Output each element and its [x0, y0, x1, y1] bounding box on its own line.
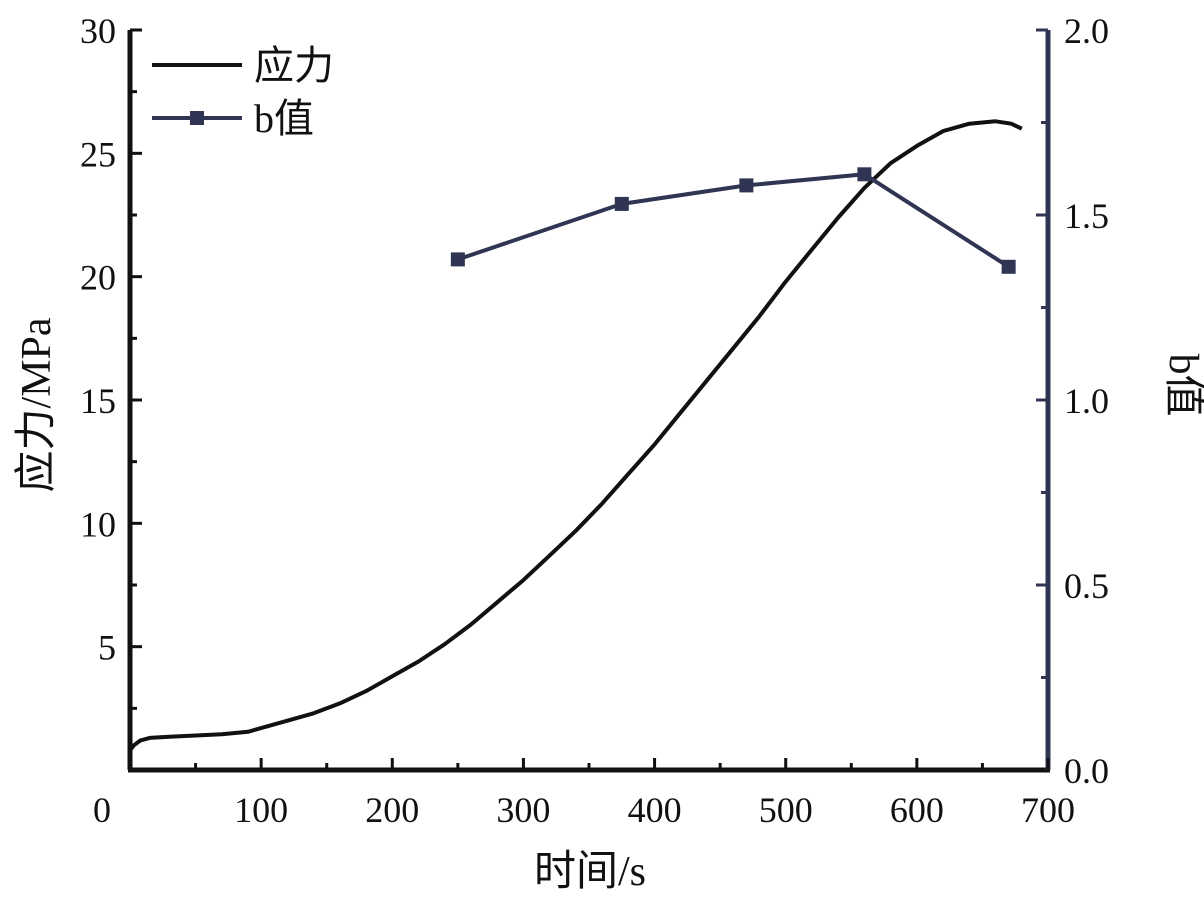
b-value-point — [739, 178, 754, 193]
legend: 应力 b值 — [152, 43, 334, 141]
y-right-axis-title: b值 — [1160, 353, 1204, 416]
legend-marker-b-value — [190, 111, 204, 125]
x-tick-label: 300 — [496, 790, 550, 830]
y-right-tick-label: 0.0 — [1064, 751, 1109, 791]
x-tick-label: 400 — [628, 790, 682, 830]
y-right-tick-label: 2.0 — [1064, 11, 1109, 51]
y-left-tick-label: 10 — [80, 504, 116, 544]
legend-label-stress: 应力 — [254, 43, 334, 88]
x-axis-title: 时间/s — [534, 849, 646, 895]
series-layer — [128, 119, 1023, 752]
plot-frame — [127, 30, 1051, 773]
y-left-tick-label: 20 — [80, 258, 116, 298]
y-right-tick-label: 1.0 — [1064, 381, 1109, 421]
x-tick-label: 200 — [365, 790, 419, 830]
y-left-tick-label: 25 — [80, 134, 116, 174]
y-right-tick-label: 1.5 — [1064, 196, 1109, 236]
y-left-tick-label: 30 — [80, 11, 116, 51]
b-value-point — [614, 196, 629, 211]
tick-layer: 0 100 200 300 400 500 600 700 5 10 15 20 25 30 0.0 0.5 1… — [80, 11, 1109, 830]
b-value-line — [457, 172, 1010, 269]
x-tick-label: 500 — [759, 790, 813, 830]
x-tick-label: 600 — [890, 790, 944, 830]
y-left-tick-label: 15 — [80, 381, 116, 421]
x-tick-label: 700 — [1021, 790, 1075, 830]
legend-label-b-value: b值 — [254, 96, 314, 141]
y-left-axis-title: 应力/MPa — [13, 317, 60, 492]
y-left-tick-label: 5 — [98, 628, 116, 668]
b-value-point — [450, 252, 465, 267]
x-tick-label: 0 — [93, 790, 111, 830]
b-value-point — [857, 167, 872, 182]
y-right-tick-label: 0.5 — [1064, 566, 1109, 606]
stress-line — [128, 119, 1023, 752]
x-tick-label: 100 — [234, 790, 288, 830]
b-value-point — [1001, 259, 1016, 274]
